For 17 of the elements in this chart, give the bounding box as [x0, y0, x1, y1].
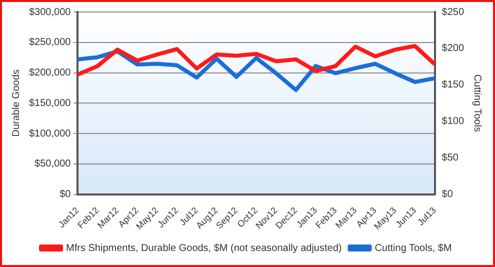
y2-tick-label: $250	[442, 6, 464, 18]
y2-tick-label: $0	[442, 189, 454, 200]
y-tick-label: $150,000	[28, 98, 72, 109]
y2-tick-label: $100	[442, 116, 464, 128]
y-tick-label: $200,000	[28, 68, 72, 79]
y-tick-label: $250,000	[28, 37, 72, 48]
y2-tick-label: $150	[442, 80, 464, 91]
y-tick-label: $100,000	[28, 128, 72, 140]
legend-label: Cutting Tools, $M	[374, 242, 452, 254]
y-tick-label: $50,000	[34, 158, 72, 170]
y2-tick-label: $50	[442, 152, 459, 164]
y-tick-label: $300,000	[28, 6, 72, 18]
y2-axis-title: Cutting Tools	[471, 74, 482, 132]
y-axis-title: Durable Goods	[10, 70, 22, 137]
legend-label: Mfrs Shipments, Durable Goods, $M (not seasonally adjusted)	[66, 242, 342, 254]
y-tick-label: $0	[60, 189, 72, 200]
y2-tick-label: $200	[442, 43, 464, 54]
